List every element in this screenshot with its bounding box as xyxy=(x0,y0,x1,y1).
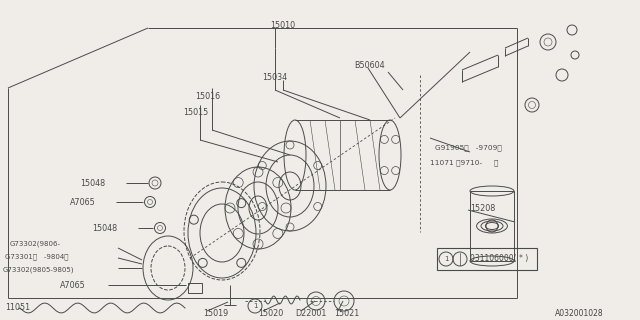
Text: G73301「   -9804」: G73301「 -9804」 xyxy=(5,254,68,260)
Text: 11071 〈9710-     〉: 11071 〈9710- 〉 xyxy=(430,160,499,166)
Text: 15048: 15048 xyxy=(92,223,117,233)
Text: 15020: 15020 xyxy=(258,308,284,317)
Text: 15208: 15208 xyxy=(470,204,495,212)
Text: 15048: 15048 xyxy=(80,179,105,188)
Text: 15010: 15010 xyxy=(270,20,295,29)
Text: D22001: D22001 xyxy=(295,308,326,317)
Text: A7065: A7065 xyxy=(60,281,86,290)
Text: B50604: B50604 xyxy=(354,60,385,69)
Text: 15021: 15021 xyxy=(334,308,359,317)
Text: 15034: 15034 xyxy=(262,73,287,82)
Text: 15015: 15015 xyxy=(183,108,208,116)
Text: 15019: 15019 xyxy=(203,308,228,317)
Text: G73302(9806-: G73302(9806- xyxy=(10,241,61,247)
Text: G91905〈   -9709〉: G91905〈 -9709〉 xyxy=(435,145,502,151)
Text: 1: 1 xyxy=(253,303,257,309)
Text: A032001028: A032001028 xyxy=(555,309,604,318)
Text: 1: 1 xyxy=(444,256,448,262)
Text: 031106000( * ): 031106000( * ) xyxy=(470,254,528,263)
Text: 11051: 11051 xyxy=(5,303,30,313)
Text: G73302(9805-9805): G73302(9805-9805) xyxy=(3,267,74,273)
Text: 15016: 15016 xyxy=(195,92,220,100)
Text: A7065: A7065 xyxy=(70,197,96,206)
